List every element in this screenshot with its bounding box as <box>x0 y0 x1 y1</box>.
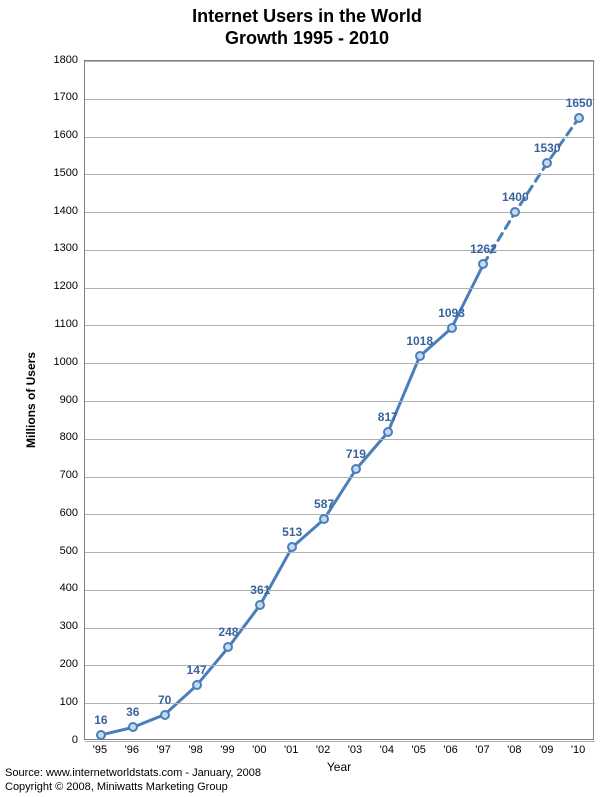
gridline <box>85 99 595 100</box>
x-tick-label: '05 <box>412 744 426 756</box>
data-marker <box>574 113 584 123</box>
y-tick-label: 1300 <box>44 242 78 254</box>
data-marker <box>447 323 457 333</box>
gridline <box>85 250 595 251</box>
gridline <box>85 477 595 478</box>
data-label: 70 <box>158 693 171 707</box>
y-tick-label: 1700 <box>44 91 78 103</box>
gridline <box>85 363 595 364</box>
data-marker <box>478 259 488 269</box>
data-label: 1650 <box>566 96 593 110</box>
x-tick-label: '10 <box>571 744 585 756</box>
y-tick-label: 500 <box>44 545 78 557</box>
data-label: 147 <box>187 663 207 677</box>
gridline <box>85 741 595 742</box>
data-marker <box>287 542 297 552</box>
x-tick-label: '96 <box>125 744 139 756</box>
data-label: 1262 <box>470 242 497 256</box>
x-tick-label: '04 <box>380 744 394 756</box>
x-tick-label: '99 <box>220 744 234 756</box>
data-marker <box>128 722 138 732</box>
x-tick-label: '95 <box>93 744 107 756</box>
gridline <box>85 552 595 553</box>
y-tick-label: 1600 <box>44 129 78 141</box>
page: Internet Users in the World Growth 1995 … <box>0 0 614 797</box>
data-label: 361 <box>250 583 270 597</box>
data-marker <box>351 464 361 474</box>
x-tick-label: '09 <box>539 744 553 756</box>
x-axis-title: Year <box>327 760 351 774</box>
y-tick-label: 1100 <box>44 318 78 330</box>
x-tick-label: '97 <box>157 744 171 756</box>
source-text: Source: www.internetworldstats.com - Jan… <box>5 767 261 779</box>
gridline <box>85 325 595 326</box>
data-marker <box>542 158 552 168</box>
x-tick-label: '00 <box>252 744 266 756</box>
gridline <box>85 61 595 62</box>
gridline <box>85 401 595 402</box>
data-marker <box>96 730 106 740</box>
projection-line <box>483 118 579 265</box>
x-tick-label: '07 <box>475 744 489 756</box>
y-tick-label: 900 <box>44 394 78 406</box>
y-tick-label: 1500 <box>44 167 78 179</box>
data-label: 719 <box>346 447 366 461</box>
chart-title-line-1: Internet Users in the World <box>0 6 614 27</box>
x-tick-label: '02 <box>316 744 330 756</box>
gridline <box>85 174 595 175</box>
copyright-text: Copyright © 2008, Miniwatts Marketing Gr… <box>5 781 228 793</box>
y-axis-title: Millions of Users <box>24 345 38 455</box>
gridline <box>85 288 595 289</box>
data-label: 36 <box>126 705 139 719</box>
data-label: 1018 <box>406 334 433 348</box>
gridline <box>85 439 595 440</box>
data-label: 513 <box>282 525 302 539</box>
y-tick-label: 1000 <box>44 356 78 368</box>
y-tick-label: 0 <box>44 734 78 746</box>
gridline <box>85 665 595 666</box>
data-label: 1530 <box>534 141 561 155</box>
data-label: 16 <box>94 713 107 727</box>
data-marker <box>160 710 170 720</box>
y-tick-label: 800 <box>44 431 78 443</box>
data-marker <box>510 207 520 217</box>
x-tick-label: '06 <box>443 744 457 756</box>
data-marker <box>255 600 265 610</box>
x-tick-label: '03 <box>348 744 362 756</box>
data-marker <box>383 427 393 437</box>
y-tick-label: 700 <box>44 469 78 481</box>
chart-title-line-2: Growth 1995 - 2010 <box>0 28 614 49</box>
y-tick-label: 600 <box>44 507 78 519</box>
data-label: 587 <box>314 497 334 511</box>
data-label: 248 <box>218 625 238 639</box>
gridline <box>85 514 595 515</box>
gridline <box>85 628 595 629</box>
x-tick-label: '08 <box>507 744 521 756</box>
data-marker <box>223 642 233 652</box>
data-label: 1400 <box>502 190 529 204</box>
data-label: 1093 <box>438 306 465 320</box>
y-tick-label: 1400 <box>44 205 78 217</box>
y-tick-label: 400 <box>44 582 78 594</box>
y-tick-label: 1200 <box>44 280 78 292</box>
data-marker <box>415 351 425 361</box>
y-tick-label: 100 <box>44 696 78 708</box>
y-tick-label: 200 <box>44 658 78 670</box>
data-marker <box>192 680 202 690</box>
gridline <box>85 137 595 138</box>
gridline <box>85 590 595 591</box>
y-tick-label: 1800 <box>44 54 78 66</box>
y-tick-label: 300 <box>44 620 78 632</box>
x-tick-label: '01 <box>284 744 298 756</box>
data-marker <box>319 514 329 524</box>
data-label: 817 <box>378 410 398 424</box>
x-tick-label: '98 <box>188 744 202 756</box>
plot-area: 16 36 70 147 248 361 513 587 719 817 1018 1093 1262 1… <box>84 60 594 740</box>
